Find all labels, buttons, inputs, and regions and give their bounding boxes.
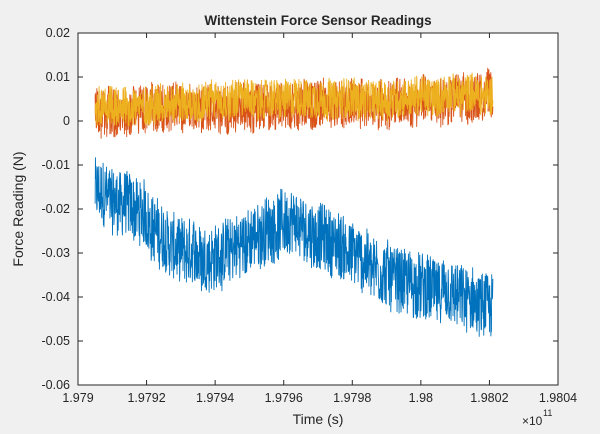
y-tick-label: 0.01	[46, 70, 70, 84]
series-line-1	[94, 157, 494, 337]
x-tick-label: 1.9804	[539, 391, 577, 405]
y-axis-ticks: -0.06 -0.05 -0.04 -0.03 -0.02 -0.01 0 0.01 0.02	[42, 26, 558, 392]
y-tick-label: 0	[63, 114, 70, 128]
x-tick-label: 1.9792	[127, 391, 165, 405]
series-line-2	[94, 67, 494, 139]
x-axis-ticks: 1.979 1.9792 1.9794 1.9796 1.9798 1.98 1.9802 1…	[62, 33, 577, 405]
y-tick-label: -0.02	[42, 202, 71, 216]
y-tick-label: -0.01	[42, 158, 71, 172]
x-tick-label: 1.98	[409, 391, 433, 405]
x-tick-label: 1.9796	[265, 391, 303, 405]
x-exponent-power: 11	[543, 408, 552, 418]
x-tick-label: 1.9794	[196, 391, 234, 405]
x-axis-label: Time (s)	[293, 411, 344, 427]
y-tick-label: -0.03	[42, 246, 71, 260]
series-layer	[94, 67, 494, 337]
y-axis-label: Force Reading (N)	[10, 151, 26, 266]
y-tick-label: -0.04	[42, 290, 71, 304]
series-line-3	[94, 72, 494, 127]
x-exponent-label: ×10	[522, 414, 543, 428]
y-tick-label: -0.05	[42, 334, 71, 348]
x-tick-label: 1.9802	[470, 391, 508, 405]
chart-title: Wittenstein Force Sensor Readings	[204, 13, 431, 28]
y-tick-label: -0.06	[42, 378, 71, 392]
x-tick-label: 1.979	[62, 391, 93, 405]
x-tick-label: 1.9798	[333, 391, 371, 405]
y-tick-label: 0.02	[46, 26, 70, 40]
